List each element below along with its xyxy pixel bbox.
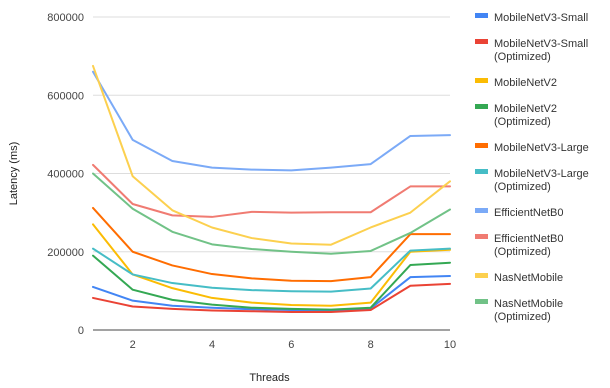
legend-label: MobileNetV2 [494, 77, 557, 89]
gridlines [93, 16, 450, 253]
legend-label: MobileNetV3-Small (Optimized) [494, 38, 588, 63]
legend-label: EfficientNetB0 (Optimized) [494, 233, 564, 258]
series-line-3 [92, 254, 451, 311]
legend-item: MobileNetV2 [475, 77, 557, 89]
y-tick-label: 800000 [47, 12, 84, 24]
series-line-1 [92, 282, 451, 313]
x-axis-tick-labels: 2 4 6 8 10 [130, 339, 457, 351]
legend-item: MobileNetV3-Large (Optimized) [475, 168, 589, 193]
legend-item: MobileNetV2 (Optimized) [475, 103, 557, 128]
y-axis-title: Latency (ms) [8, 142, 20, 206]
x-axis-title: Threads [249, 372, 290, 384]
legend-swatch [475, 273, 488, 278]
y-tick-label: 200000 [47, 247, 84, 259]
series-line-0 [92, 275, 451, 312]
legend-item: MobileNetV3-Small (Optimized) [475, 38, 588, 63]
legend-item: MobileNetV3-Small [475, 12, 588, 24]
y-tick-label: 0 [78, 325, 84, 337]
series-line-2 [92, 223, 451, 307]
legend-label: MobileNetV2 (Optimized) [494, 103, 557, 128]
legend-swatch [475, 13, 488, 18]
legend-swatch [475, 104, 488, 109]
legend-label: NasNetMobile (Optimized) [494, 298, 563, 323]
legend-item: EfficientNetB0 [475, 207, 564, 219]
legend-label: MobileNetV3-Large (Optimized) [494, 168, 589, 193]
legend-swatch [475, 39, 488, 44]
series-lines [92, 64, 451, 313]
legend-swatch [475, 299, 488, 304]
x-tick-label: 2 [130, 339, 136, 351]
series-line-6 [92, 70, 451, 172]
series-line-7 [92, 163, 451, 218]
legend-swatch [475, 169, 488, 174]
legend: MobileNetV3-Small MobileNetV3-Small (Optim… [475, 12, 589, 323]
legend-item: EfficientNetB0 (Optimized) [475, 233, 564, 258]
y-axis-tick-labels: 0 200000 400000 600000 800000 [47, 12, 84, 337]
x-tick-label: 10 [444, 339, 456, 351]
series-line-5 [92, 247, 451, 293]
y-tick-label: 400000 [47, 169, 84, 181]
legend-item: NasNetMobile (Optimized) [475, 298, 563, 323]
legend-label: MobileNetV3-Small [494, 12, 588, 24]
series-line-9 [92, 172, 451, 255]
series-line-4 [92, 206, 451, 283]
legend-label: NasNetMobile [494, 272, 563, 284]
series-line-8 [92, 64, 451, 246]
legend-swatch [475, 143, 488, 148]
legend-label: EfficientNetB0 [494, 207, 564, 219]
x-tick-label: 6 [288, 339, 294, 351]
x-tick-label: 4 [209, 339, 215, 351]
legend-item: NasNetMobile [475, 272, 563, 284]
y-tick-label: 600000 [47, 90, 84, 102]
x-tick-label: 8 [368, 339, 374, 351]
legend-swatch [475, 234, 488, 239]
legend-swatch [475, 208, 488, 213]
legend-item: MobileNetV3-Large [475, 142, 589, 154]
legend-label: MobileNetV3-Large [494, 142, 589, 154]
legend-swatch [475, 78, 488, 83]
